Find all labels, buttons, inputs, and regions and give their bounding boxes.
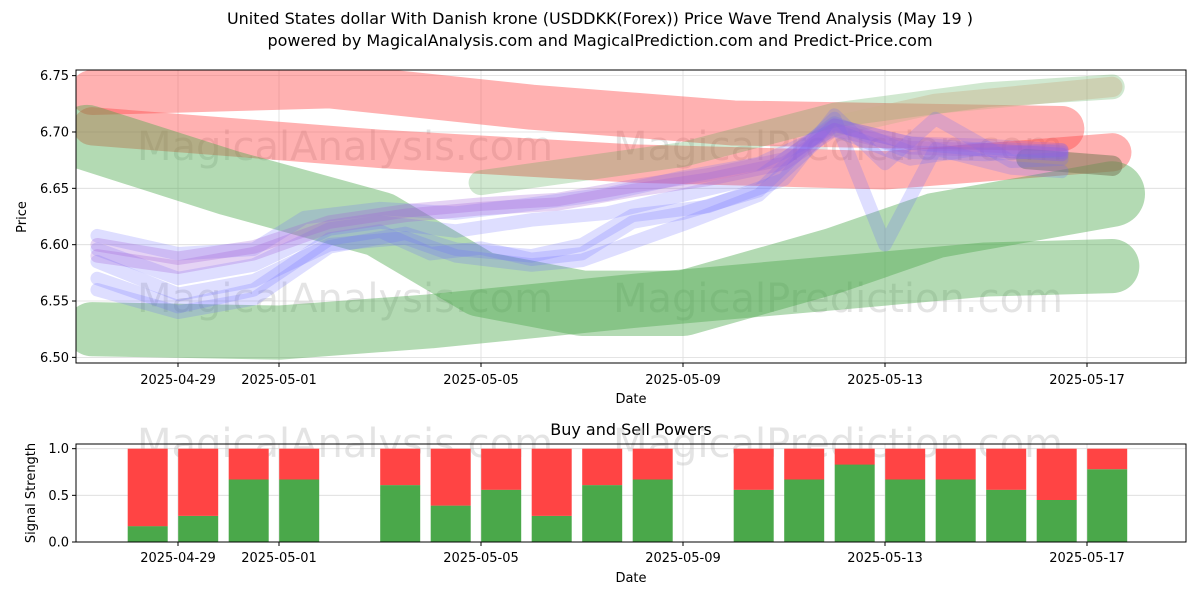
bottom-y-axis-label: Signal Strength xyxy=(24,443,39,543)
chart-title-line-2: powered by MagicalAnalysis.com and Magic… xyxy=(267,31,933,50)
bottom-x-axis: 2025-04-29 2025-05-01 2025-05-05 2025-05… xyxy=(140,542,1125,566)
top-y-axis-label: Price xyxy=(15,201,30,233)
sell-bar xyxy=(784,448,825,480)
buy-bar xyxy=(986,489,1027,542)
chart-title-line-1: United States dollar With Danish krone (… xyxy=(226,9,974,28)
buy-bar xyxy=(834,464,875,542)
sell-bar xyxy=(733,448,774,490)
buy-sell-power-chart: Buy and Sell Powers MagicalAnalysis.com … xyxy=(24,420,1187,586)
sell-bar xyxy=(380,448,421,486)
buy-bar xyxy=(1087,469,1128,542)
top-x-tick-label: 2025-05-05 xyxy=(443,373,519,388)
sell-bar xyxy=(834,448,875,465)
bottom-y-axis: 0.0 0.5 1.0 xyxy=(48,442,76,551)
sell-bar xyxy=(127,448,168,527)
red-upper-trend xyxy=(76,70,1085,152)
blue-wave-1 xyxy=(90,118,1069,302)
top-y-axis: 6.50 6.55 6.60 6.65 6.70 6.75 xyxy=(40,69,76,366)
sell-bar xyxy=(228,448,269,480)
buy-bar xyxy=(733,489,774,542)
top-x-axis-label: Date xyxy=(615,392,646,407)
top-x-tick-label: 2025-05-09 xyxy=(645,373,721,388)
buy-bar xyxy=(481,489,522,542)
bottom-x-tick-label: 2025-05-13 xyxy=(847,551,923,566)
blue-wave-4 xyxy=(90,116,1069,286)
buy-bar xyxy=(127,526,168,542)
top-y-tick-label: 6.75 xyxy=(40,69,69,84)
bottom-x-tick-label: 2025-05-01 xyxy=(241,551,317,566)
bottom-y-tick-label: 0.0 xyxy=(48,536,69,551)
buy-bar xyxy=(1036,500,1077,542)
blue-wave-3 xyxy=(90,122,1069,261)
top-y-tick-label: 6.70 xyxy=(40,125,69,140)
buy-bar xyxy=(228,479,269,542)
bottom-x-tick-label: 2025-04-29 xyxy=(140,551,216,566)
bottom-x-axis-label: Date xyxy=(615,571,646,586)
top-x-axis: 2025-04-29 2025-05-01 2025-05-05 2025-05… xyxy=(140,363,1125,388)
top-y-tick-label: 6.65 xyxy=(40,182,69,197)
buy-bar xyxy=(885,479,926,542)
buy-bar xyxy=(784,479,825,542)
purple-wave-1 xyxy=(90,118,1069,265)
buy-bar xyxy=(279,479,320,542)
top-y-tick-label: 6.55 xyxy=(40,295,69,310)
bottom-y-tick-label: 1.0 xyxy=(48,442,69,457)
top-y-tick-label: 6.60 xyxy=(40,238,69,253)
buy-bar xyxy=(632,479,673,542)
bottom-x-tick-label: 2025-05-17 xyxy=(1049,551,1125,566)
wave-lines xyxy=(90,108,1069,320)
top-axes-frame xyxy=(75,69,1187,364)
green-descending-trend xyxy=(76,104,1145,336)
sell-bar xyxy=(481,448,522,490)
sell-bar xyxy=(582,448,623,486)
sell-bar xyxy=(1036,448,1077,500)
signal-bars xyxy=(127,448,1128,542)
buy-bar xyxy=(178,515,219,542)
purple-wave-2 xyxy=(90,122,1069,274)
sell-bar xyxy=(935,448,976,480)
green-ascending-trend xyxy=(76,239,1140,360)
top-x-tick-label: 2025-05-17 xyxy=(1049,373,1125,388)
top-x-tick-label: 2025-05-13 xyxy=(847,373,923,388)
green-upper-trend xyxy=(468,74,1125,196)
price-wave-chart: MagicalAnalysis.com MagicalPrediction.co… xyxy=(15,69,1187,407)
sell-bar xyxy=(531,448,572,516)
sell-bar xyxy=(632,448,673,480)
bottom-y-tick-label: 0.5 xyxy=(48,489,69,504)
top-x-tick-label: 2025-04-29 xyxy=(140,373,216,388)
sell-bar xyxy=(885,448,926,480)
watermark-left-top: MagicalAnalysis.com xyxy=(137,124,553,170)
watermark-left-mid: MagicalAnalysis.com xyxy=(137,276,553,322)
buy-bar xyxy=(380,485,421,542)
top-y-tick-label: 6.50 xyxy=(40,351,69,366)
blue-wave-5 xyxy=(90,108,1069,320)
blue-wave-2 xyxy=(90,111,1069,314)
bottom-chart-title: Buy and Sell Powers xyxy=(550,420,712,439)
watermark-right-top: MagicalPrediction.com xyxy=(613,124,1063,170)
watermark-right-mid: MagicalPrediction.com xyxy=(613,276,1063,322)
bottom-axes-frame xyxy=(75,443,1187,543)
top-gridlines xyxy=(76,70,1186,363)
sell-bar xyxy=(178,448,219,516)
sell-bar xyxy=(1087,448,1128,470)
buy-bar xyxy=(935,479,976,542)
olive-short-trend xyxy=(1016,148,1123,176)
sell-bar xyxy=(279,448,320,480)
tan-upper-trend xyxy=(824,76,1123,137)
sell-bar xyxy=(430,448,471,506)
buy-bar xyxy=(531,515,572,542)
red-lower-trend xyxy=(76,107,1132,190)
buy-bar xyxy=(582,485,623,542)
bottom-x-tick-label: 2025-05-09 xyxy=(645,551,721,566)
top-x-tick-label: 2025-05-01 xyxy=(241,373,317,388)
trend-bands xyxy=(76,70,1145,360)
bottom-x-tick-label: 2025-05-05 xyxy=(443,551,519,566)
sell-bar xyxy=(986,448,1027,490)
buy-bar xyxy=(430,505,471,542)
